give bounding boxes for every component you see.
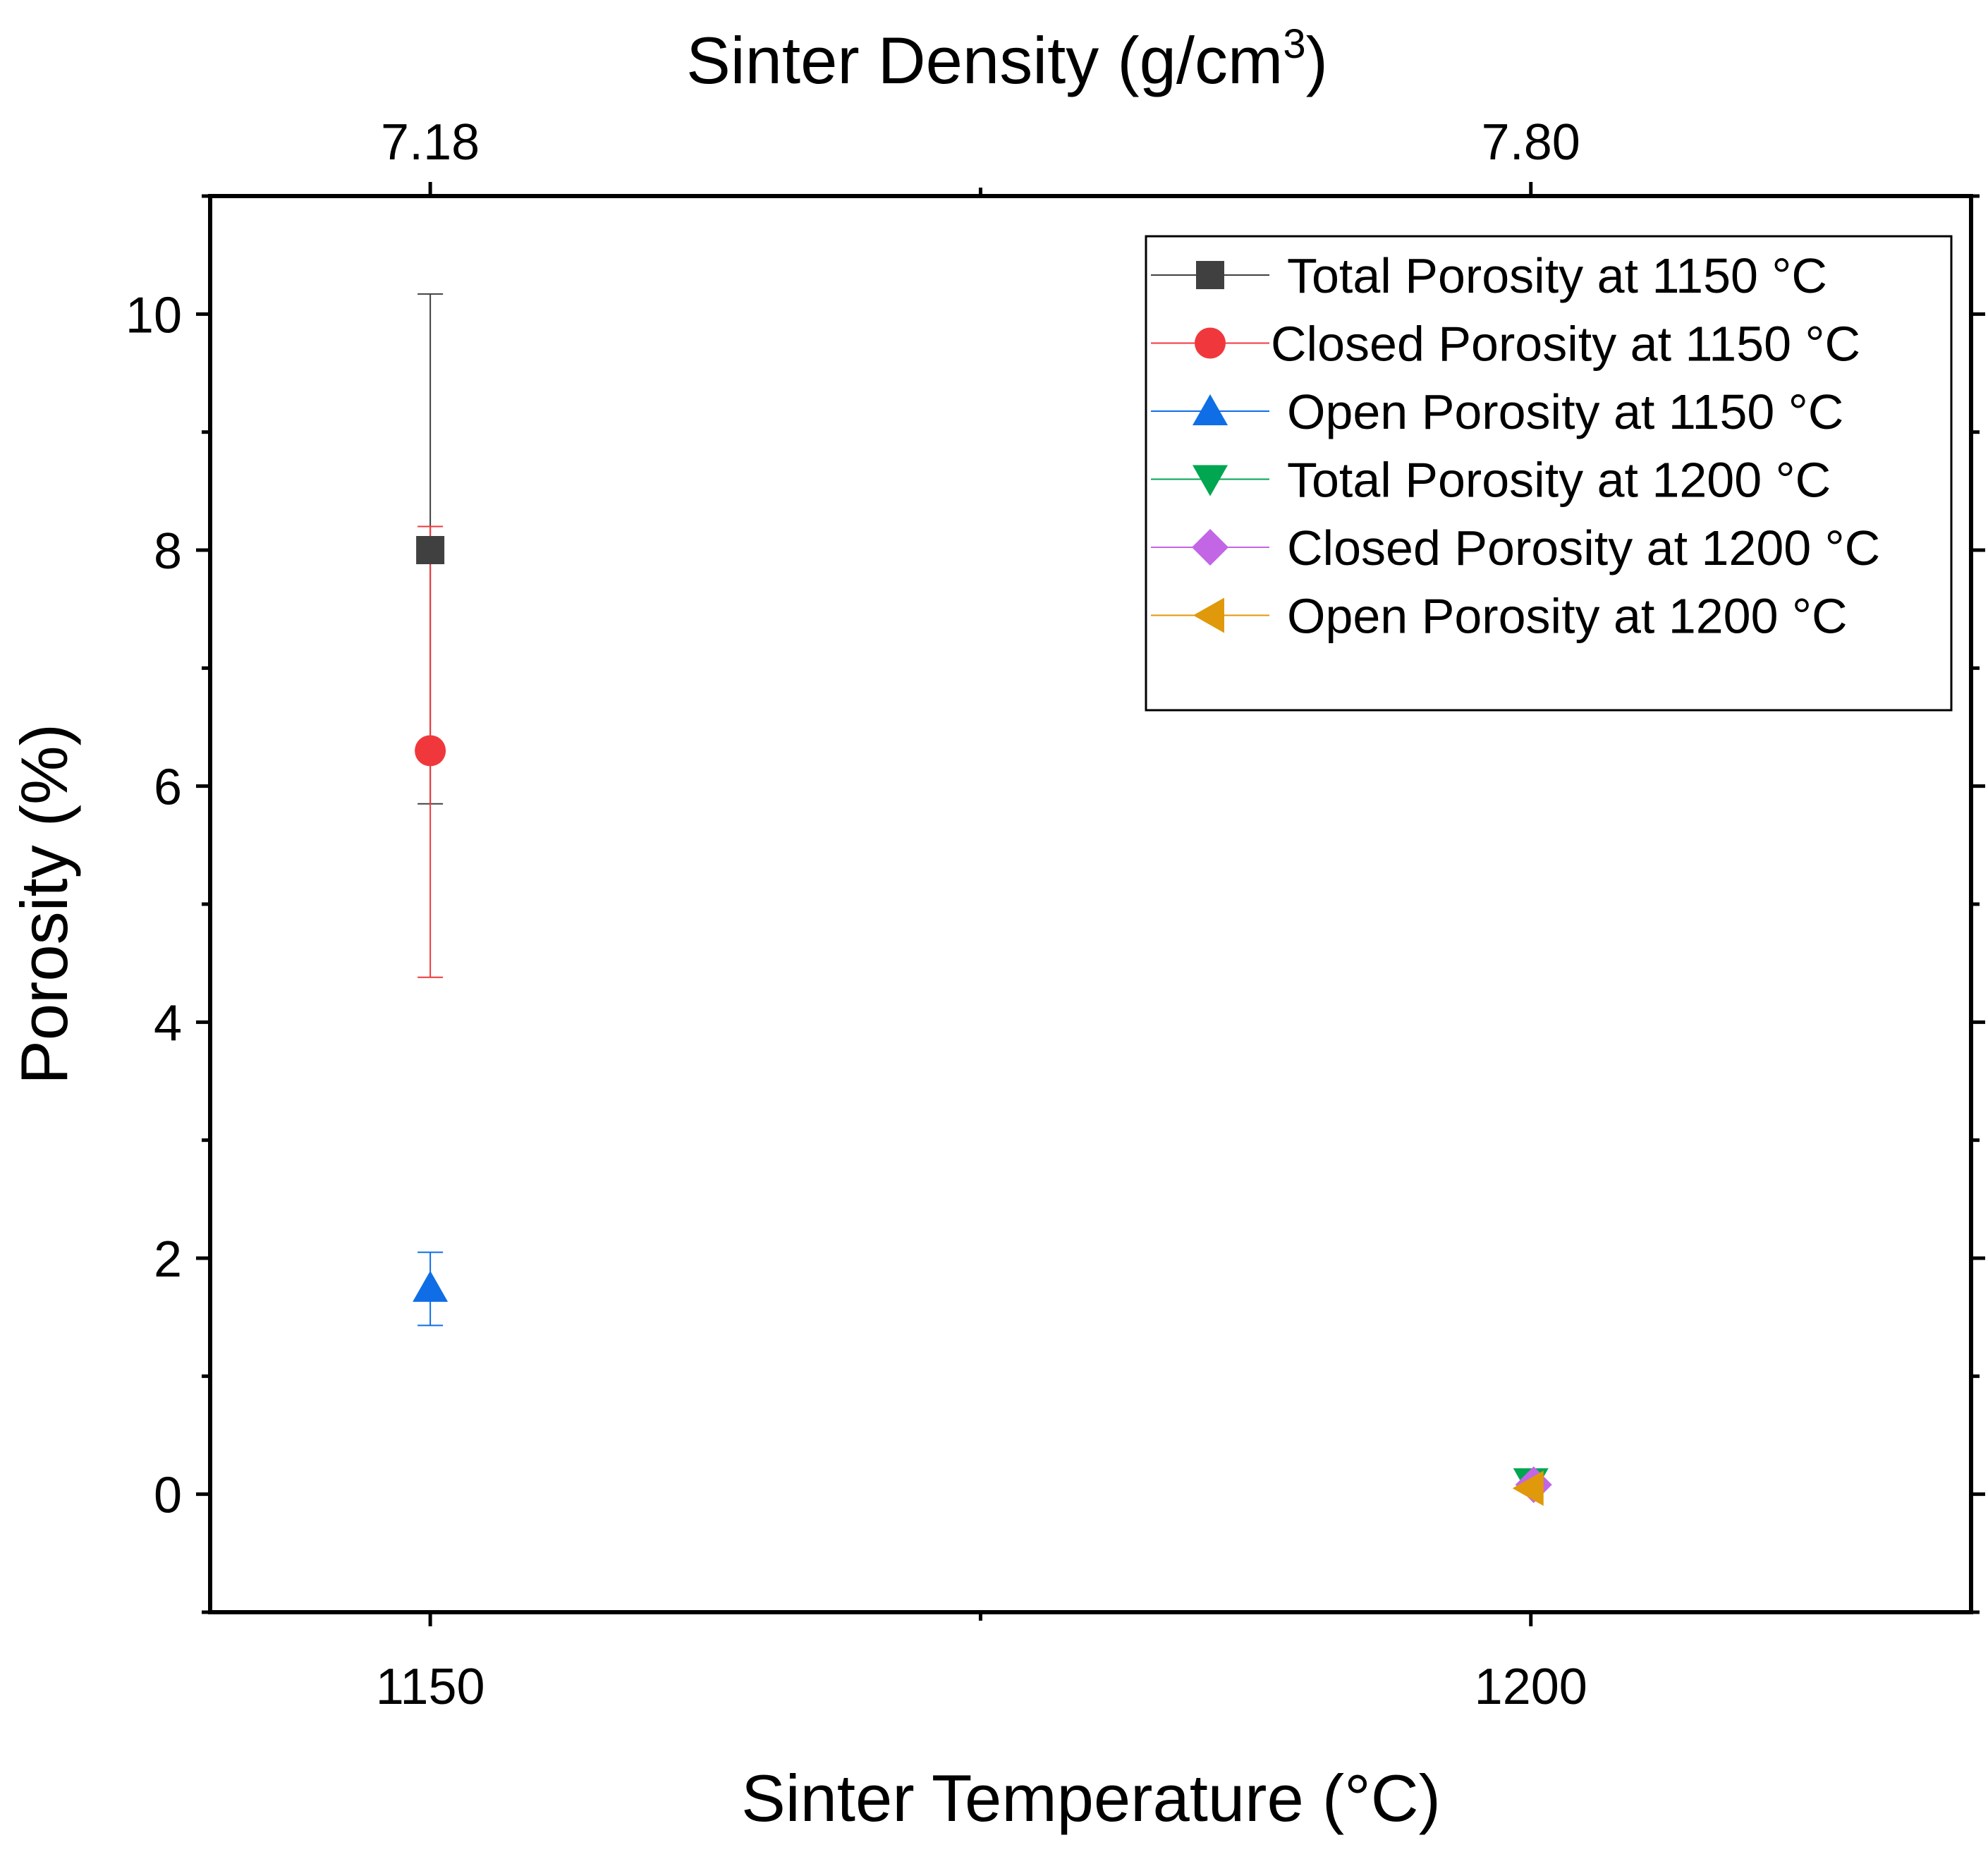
top-axis-title-main: Sinter Density (g/cm [686,23,1283,97]
y-tick-label: 6 [154,760,182,816]
x-tick-label: 1200 [1475,1659,1587,1715]
legend-marker [1196,261,1224,289]
data-markers [413,536,1552,1506]
legend-label: Total Porosity at 1150 °C [1287,248,1827,303]
y-tick-label: 8 [154,523,182,580]
legend-box [1145,235,1953,712]
top-axis-title-suffix: ) [1306,23,1328,97]
top-axis-title: Sinter Density (g/cm3) [686,21,1328,97]
y-tick-label: 0 [154,1468,182,1524]
legend-label: Closed Porosity at 1150 °C [1271,317,1860,372]
y-axis-title: Porosity (%) [7,724,81,1085]
data-point [413,1270,449,1302]
legend-marker [1193,465,1228,496]
legend-label: Open Porosity at 1150 °C [1287,384,1843,439]
legend-marker [1195,327,1226,359]
y-tick-label: 4 [154,995,182,1052]
x-axis-title: Sinter Temperature (°C) [741,1761,1441,1835]
data-point [416,536,445,564]
legend-marker [1193,597,1224,633]
x-tick-label: 1150 [376,1659,485,1715]
legend: Total Porosity at 1150 °C Closed Porosity… [1145,235,1953,712]
legend-marker [1192,529,1228,566]
top-tick-label: 7.80 [1482,114,1580,171]
legend-label: Total Porosity at 1200 °C [1287,453,1831,508]
tick-labels: 0 2 4 6 8 10 1150 1200 7.18 7.80 [126,114,1587,1715]
y-tick-label: 10 [126,287,182,343]
top-tick-label: 7.18 [381,114,480,171]
legend-label: Open Porosity at 1200 °C [1287,589,1848,644]
legend-marker [1193,394,1228,425]
top-axis-title-superscript: 3 [1283,21,1305,67]
y-tick-label: 2 [154,1231,182,1288]
axis-ticks [196,182,1985,1626]
data-point [1512,1470,1544,1506]
data-point [415,735,446,767]
legend-label: Closed Porosity at 1200 °C [1287,520,1880,575]
